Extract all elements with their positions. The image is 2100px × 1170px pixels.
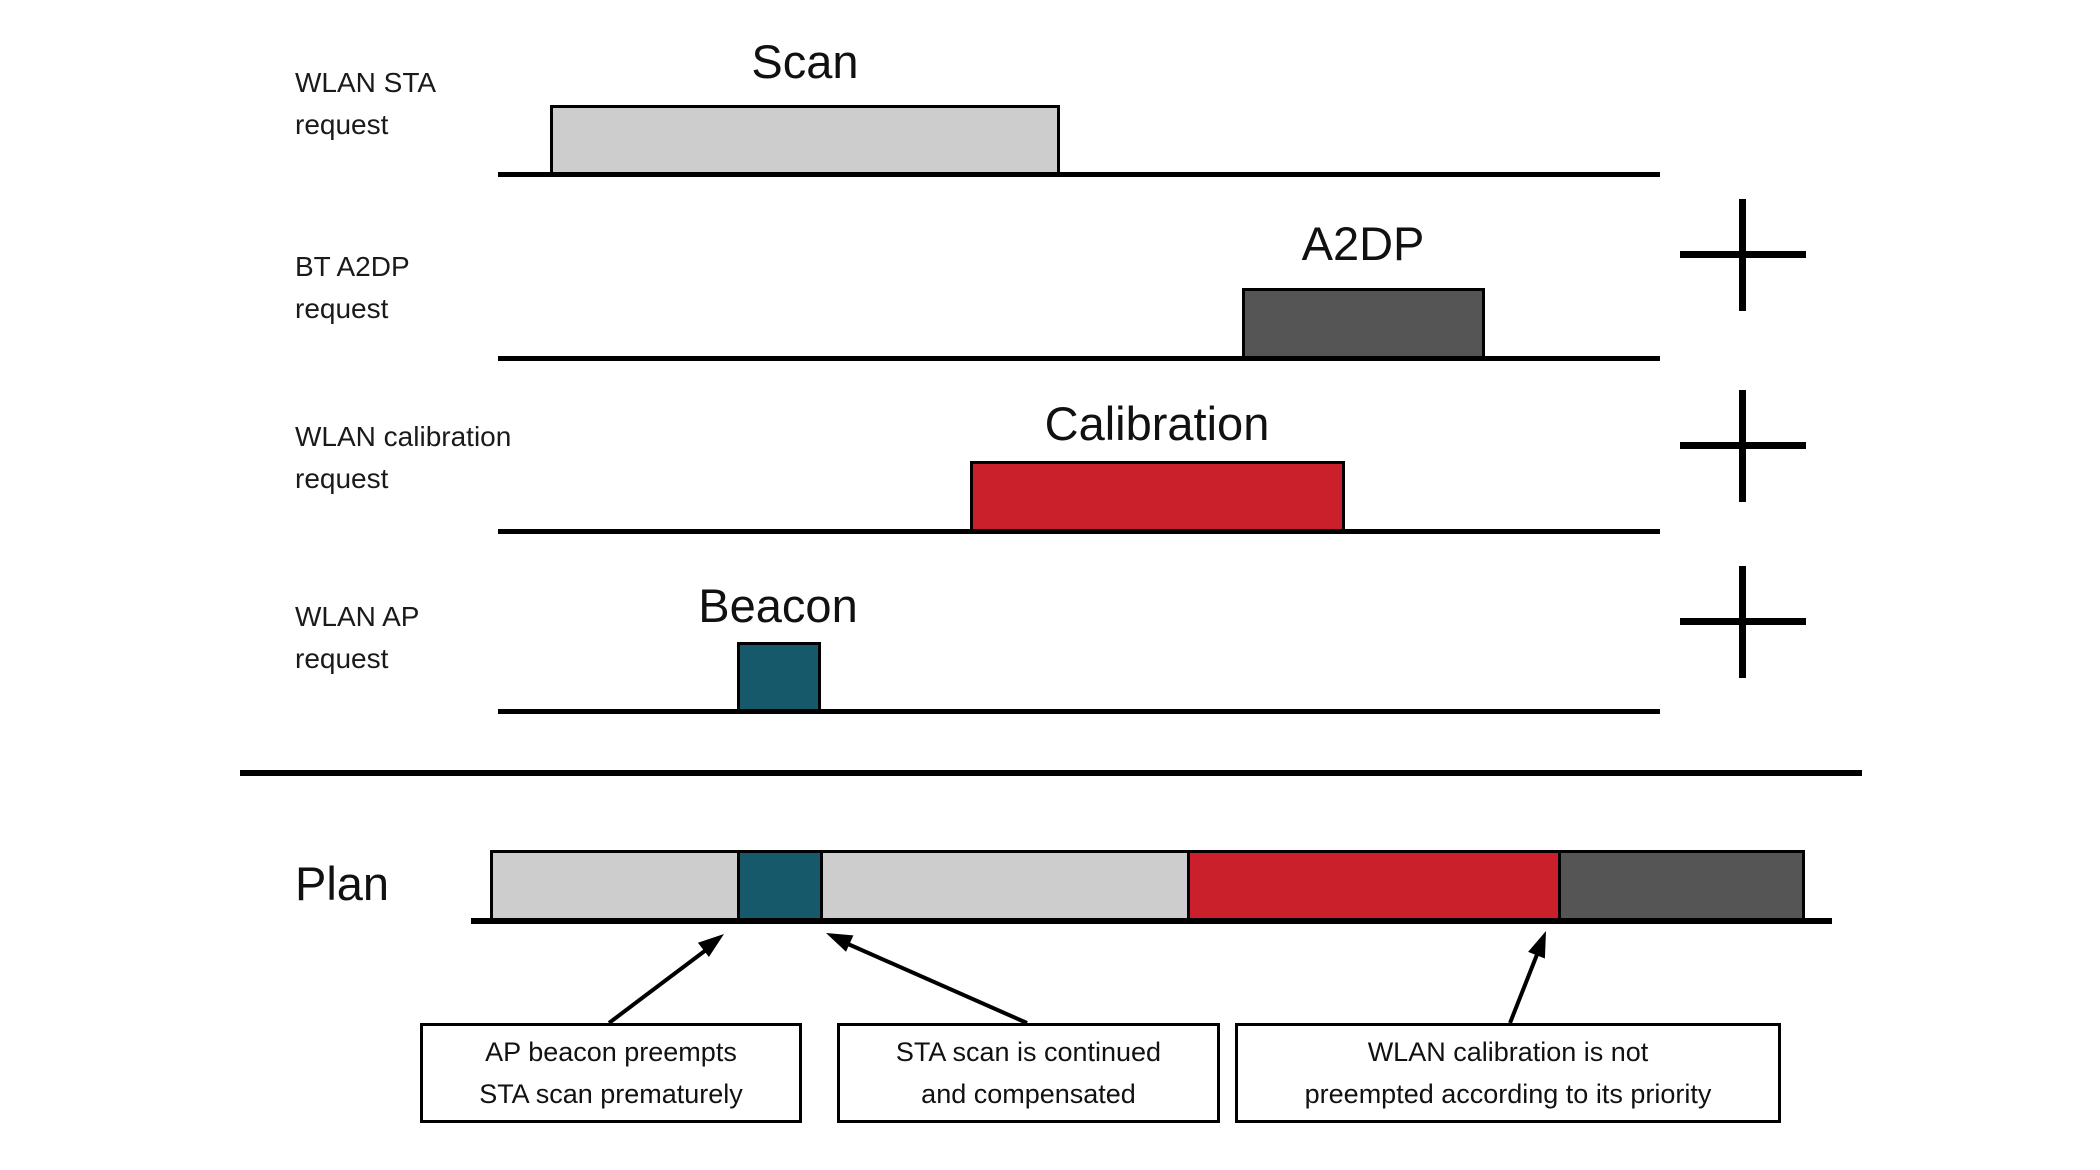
- callout-text-line: preempted according to its priority: [1304, 1079, 1712, 1109]
- row-label-line: request: [295, 643, 389, 674]
- bar-title-beacon: Beacon: [698, 579, 858, 632]
- row-label-line: WLAN STA: [295, 67, 437, 98]
- timeline-axis-wlan-calibration: [498, 529, 1660, 534]
- plus-icon: [1680, 199, 1806, 311]
- plan-segment-scan-2: [820, 850, 1190, 921]
- row-label-line: WLAN calibration: [295, 421, 512, 452]
- bar-title-calibration: Calibration: [1044, 397, 1270, 450]
- bar-a2dp: [1242, 288, 1485, 359]
- section-divider: [240, 770, 1862, 776]
- bar-title-a2dp: A2DP: [1301, 217, 1425, 270]
- timeline-axis-wlan-ap: [498, 709, 1660, 714]
- callout-calibration-not-preempted: WLAN calibration is not preempted accord…: [1235, 1023, 1781, 1123]
- callout-scan-compensated: STA scan is continued and compensated: [837, 1023, 1220, 1123]
- row-label-line: request: [295, 463, 389, 494]
- plan-segment-beacon: [737, 850, 823, 921]
- row-label-bt-a2dp: BT A2DP request: [295, 246, 410, 330]
- timeline-axis-wlan-sta: [498, 172, 1660, 177]
- row-label-wlan-sta: WLAN STA request: [295, 62, 436, 146]
- callout-text-line: STA scan prematurely: [479, 1079, 743, 1109]
- plan-label: Plan: [295, 857, 390, 910]
- row-label-wlan-calibration: WLAN calibration request: [295, 416, 511, 500]
- callout-text-line: STA scan is continued: [895, 1037, 1162, 1067]
- plus-icon: [1680, 566, 1806, 678]
- plan-axis: [471, 918, 1832, 924]
- arrow-to-scan-resume: [826, 933, 1028, 1025]
- plus-icon: [1680, 390, 1806, 502]
- callout-text-line: WLAN calibration is not: [1367, 1037, 1649, 1067]
- plan-segment-a2dp: [1558, 850, 1805, 921]
- callout-ap-beacon-preempts: AP beacon preempts STA scan prematurely: [420, 1023, 802, 1123]
- callout-text-line: AP beacon preempts: [485, 1037, 737, 1067]
- row-label-wlan-ap: WLAN AP request: [295, 596, 419, 680]
- bar-beacon: [737, 642, 821, 712]
- arrow-to-calibration: [1508, 931, 1546, 1024]
- plan-segment-scan-1: [490, 850, 740, 921]
- arrow-to-beacon-start: [607, 934, 724, 1025]
- plan-segment-calibration: [1187, 850, 1561, 921]
- bar-scan: [550, 105, 1060, 175]
- row-label-line: WLAN AP: [295, 601, 420, 632]
- callout-text-line: and compensated: [921, 1079, 1136, 1109]
- bar-calibration: [970, 461, 1345, 533]
- timeline-axis-bt-a2dp: [498, 356, 1660, 361]
- row-label-line: request: [295, 293, 389, 324]
- bar-title-scan: Scan: [751, 35, 859, 88]
- row-label-line: request: [295, 109, 389, 140]
- row-label-line: BT A2DP: [295, 251, 410, 282]
